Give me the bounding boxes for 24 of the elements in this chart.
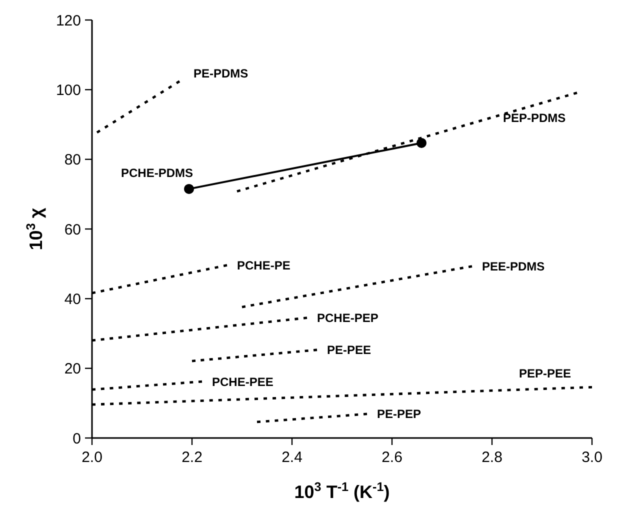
y-tick-label: 20 (64, 360, 81, 378)
y-tick-label: 60 (64, 221, 81, 238)
series-label: PE-PDMS (194, 66, 248, 81)
y-tick-label: 100 (56, 82, 81, 99)
series-label: PCHE-PDMS (121, 166, 194, 180)
y-tick-label: 0 (72, 430, 81, 448)
series-label: PEE-PDMS (482, 259, 545, 274)
series-label: PCHE-PEE (212, 374, 274, 389)
y-tick-label: 120 (56, 12, 81, 30)
x-axis-title: 10$^{3}$ T$^{-1}$ (K$^{-1}$) (294, 480, 390, 502)
series-label: PCHE-PE (237, 258, 290, 272)
x-tick-label: 3.0 (582, 449, 602, 466)
x-tick-label: 2.0 (82, 449, 102, 466)
x-tick-label: 2.6 (382, 449, 402, 466)
y-tick-label: 40 (64, 290, 81, 308)
x-tick-label: 2.8 (482, 449, 502, 466)
series-label: PE-PEP (377, 407, 422, 422)
x-tick-label: 2.2 (182, 449, 202, 466)
series-label: PEP-PEE (519, 366, 572, 380)
series-label: PCHE-PEP (317, 311, 378, 326)
y-tick-label: 80 (64, 152, 81, 169)
series-label: PE-PEE (327, 343, 372, 358)
series-label: PEP-PDMS (503, 111, 566, 125)
x-tick-label: 2.4 (282, 449, 302, 466)
